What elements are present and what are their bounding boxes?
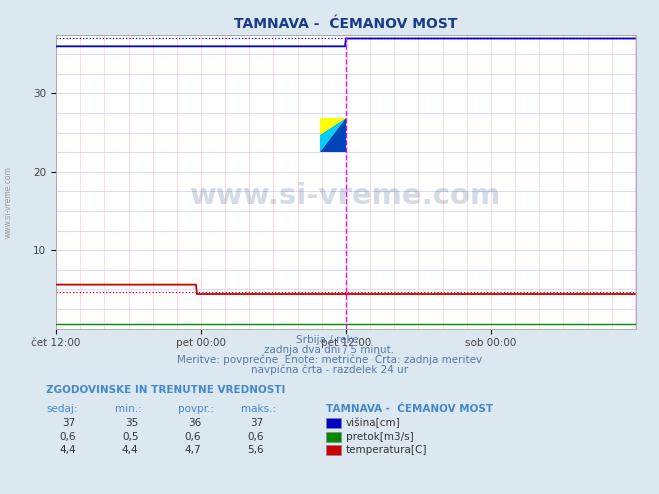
Text: Srbija / reke.: Srbija / reke. [297, 335, 362, 345]
Text: pretok[m3/s]: pretok[m3/s] [346, 432, 414, 442]
Polygon shape [320, 118, 346, 152]
Polygon shape [320, 118, 346, 152]
Text: temperatura[C]: temperatura[C] [346, 445, 428, 455]
Polygon shape [320, 118, 346, 152]
Polygon shape [320, 118, 346, 152]
Text: 4,4: 4,4 [59, 445, 76, 455]
Text: povpr.:: povpr.: [178, 404, 214, 413]
Text: ZGODOVINSKE IN TRENUTNE VREDNOSTI: ZGODOVINSKE IN TRENUTNE VREDNOSTI [46, 385, 285, 395]
Text: maks.:: maks.: [241, 404, 275, 413]
Text: 0,6: 0,6 [185, 432, 201, 442]
Text: 35: 35 [125, 418, 138, 428]
Text: navpična črta - razdelek 24 ur: navpična črta - razdelek 24 ur [251, 365, 408, 375]
Text: višina[cm]: višina[cm] [346, 418, 401, 428]
Text: TAMNAVA -  ĆEMANOV MOST: TAMNAVA - ĆEMANOV MOST [326, 404, 494, 413]
Text: 0,6: 0,6 [59, 432, 76, 442]
Text: min.:: min.: [115, 404, 142, 413]
Text: sedaj:: sedaj: [46, 404, 78, 413]
Text: 5,6: 5,6 [247, 445, 264, 455]
Polygon shape [320, 118, 346, 135]
Text: 37: 37 [250, 418, 264, 428]
Text: zadnja dva dni / 5 minut.: zadnja dva dni / 5 minut. [264, 345, 395, 355]
Text: 36: 36 [188, 418, 201, 428]
Title: TAMNAVA -  ĆEMANOV MOST: TAMNAVA - ĆEMANOV MOST [234, 17, 458, 31]
Text: 0,6: 0,6 [247, 432, 264, 442]
Text: 0,5: 0,5 [122, 432, 138, 442]
Polygon shape [320, 118, 346, 152]
Text: 4,4: 4,4 [122, 445, 138, 455]
Text: www.si-vreme.com: www.si-vreme.com [3, 166, 13, 239]
Polygon shape [320, 147, 346, 152]
Text: 37: 37 [63, 418, 76, 428]
Polygon shape [320, 118, 346, 152]
Text: 4,7: 4,7 [185, 445, 201, 455]
Text: Meritve: povprečne  Enote: metrične  Črta: zadnja meritev: Meritve: povprečne Enote: metrične Črta:… [177, 353, 482, 365]
Text: www.si-vreme.com: www.si-vreme.com [190, 182, 501, 210]
